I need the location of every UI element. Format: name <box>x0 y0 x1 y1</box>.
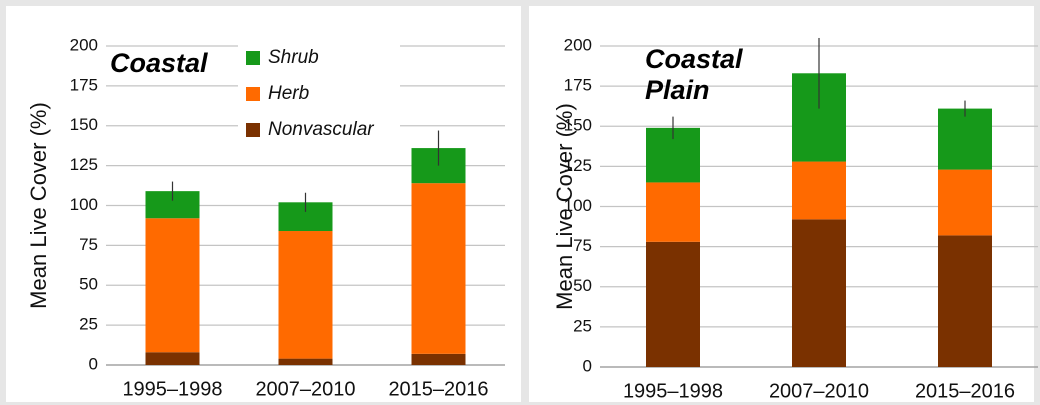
y-tick-label: 125 <box>564 156 592 175</box>
y-axis-label: Mean Live Cover (%) <box>552 103 577 310</box>
y-tick-label: 125 <box>70 155 98 174</box>
y-tick-label: 175 <box>564 76 592 95</box>
bar-segment <box>411 183 466 354</box>
y-tick-label: 100 <box>564 196 592 215</box>
bar-segment <box>938 108 992 170</box>
chart-title-box: Coastal <box>110 48 208 78</box>
legend-label: Shrub <box>268 47 319 68</box>
legend-swatch <box>246 51 260 65</box>
y-tick-label: 200 <box>70 35 98 54</box>
bar-segment <box>278 231 333 359</box>
y-tick-label: 100 <box>70 195 98 214</box>
bar-segment <box>938 169 992 236</box>
bar-segment <box>411 353 466 365</box>
chart-title: Coastal <box>110 48 208 78</box>
bar-segment <box>278 358 333 365</box>
y-tick-label: 0 <box>583 356 592 375</box>
bar-segment <box>792 219 846 367</box>
x-tick-label: 1995–1998 <box>122 378 222 400</box>
y-tick-label: 175 <box>70 75 98 94</box>
x-tick-label: 2015–2016 <box>388 378 488 400</box>
x-tick-label: 2007–2010 <box>255 378 355 400</box>
bar-segment <box>646 182 700 242</box>
bar-segment <box>792 161 846 220</box>
y-tick-label: 25 <box>79 315 98 334</box>
y-tick-label: 150 <box>70 115 98 134</box>
legend-box <box>238 40 400 150</box>
chart-title: Coastal Plain <box>645 44 743 105</box>
y-tick-label: 200 <box>564 35 592 54</box>
x-tick-label: 2015–2016 <box>915 380 1015 402</box>
y-tick-label: 50 <box>573 276 592 295</box>
bar-segment <box>646 241 700 367</box>
x-tick-label: 2007–2010 <box>769 380 869 402</box>
bar-segment <box>938 235 992 367</box>
chart-title-box: Coastal Plain <box>645 44 743 105</box>
legend-label: Nonvascular <box>268 119 374 140</box>
legend-swatch <box>246 123 260 137</box>
y-tick-label: 25 <box>573 316 592 335</box>
legend-swatch <box>246 87 260 101</box>
y-tick-label: 150 <box>564 116 592 135</box>
bar-segment <box>145 352 200 365</box>
y-tick-label: 75 <box>573 236 592 255</box>
y-tick-label: 0 <box>89 354 98 373</box>
x-tick-label: 1995–1998 <box>623 380 723 402</box>
legend-label: Herb <box>268 83 309 104</box>
y-tick-label: 50 <box>79 275 98 294</box>
y-tick-label: 75 <box>79 235 98 254</box>
y-axis-label: Mean Live Cover (%) <box>26 102 51 309</box>
bar-segment <box>145 218 200 353</box>
